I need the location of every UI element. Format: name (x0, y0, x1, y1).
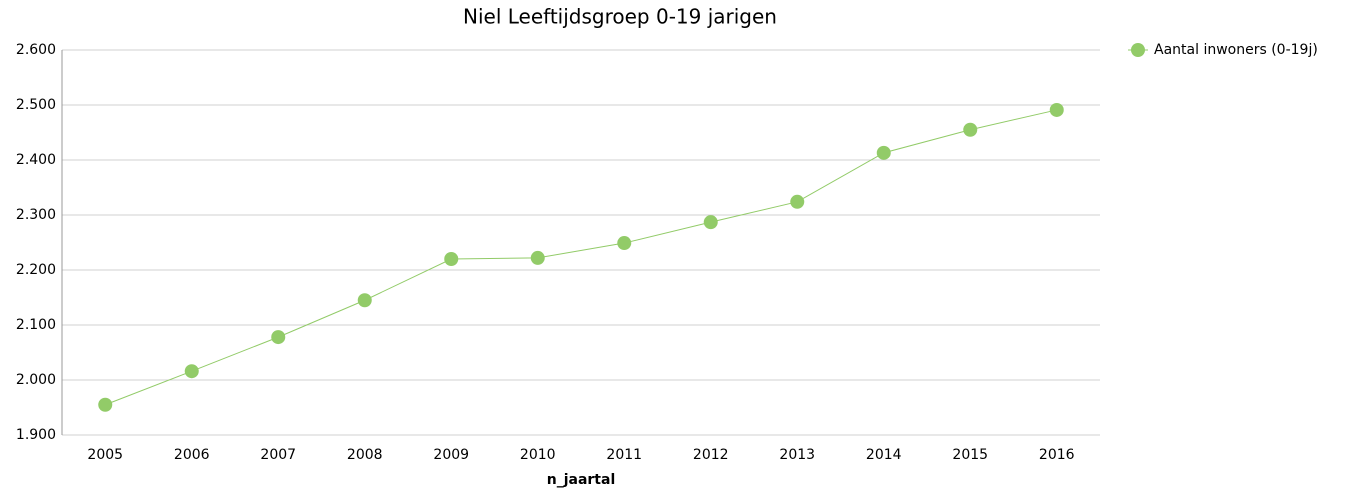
y-tick-label: 2.200 (16, 262, 56, 278)
x-axis-label: n_jaartal (547, 472, 616, 488)
data-point (703, 215, 718, 230)
data-point (271, 330, 286, 345)
legend-label: Aantal inwoners (0-19j) (1154, 42, 1318, 58)
x-tick-label: 2013 (779, 447, 815, 463)
x-tick-label: 2010 (520, 447, 556, 463)
x-tick-label: 2006 (174, 447, 210, 463)
data-point (617, 236, 632, 251)
y-tick-label: 2.400 (16, 152, 56, 168)
data-point (98, 397, 113, 412)
data-point (184, 364, 199, 379)
y-tick-label: 2.100 (16, 317, 56, 333)
y-tick-label: 2.000 (16, 372, 56, 388)
data-point (1049, 102, 1064, 117)
x-tick-label: 2007 (260, 447, 296, 463)
x-tick-label: 2008 (347, 447, 383, 463)
x-tick-label: 2015 (952, 447, 988, 463)
series-line (105, 109, 1057, 406)
data-point (530, 250, 545, 265)
y-tick-label: 2.500 (16, 97, 56, 113)
chart-title: Niel Leeftijdsgroep 0-19 jarigen (463, 5, 777, 29)
x-tick-label: 2009 (433, 447, 469, 463)
x-tick-label: 2016 (1039, 447, 1075, 463)
x-tick-label: 2014 (866, 447, 902, 463)
data-point (963, 122, 978, 137)
y-tick-label: 2.600 (16, 42, 56, 58)
data-point (876, 145, 891, 160)
x-tick-label: 2011 (606, 447, 642, 463)
x-tick-label: 2012 (693, 447, 729, 463)
y-tick-label: 2.300 (16, 207, 56, 223)
legend-marker (1131, 43, 1145, 57)
x-tick-label: 2005 (87, 447, 123, 463)
data-point (444, 252, 459, 266)
data-point (357, 293, 372, 308)
data-point (790, 194, 805, 209)
y-tick-label: 1.900 (16, 427, 56, 443)
